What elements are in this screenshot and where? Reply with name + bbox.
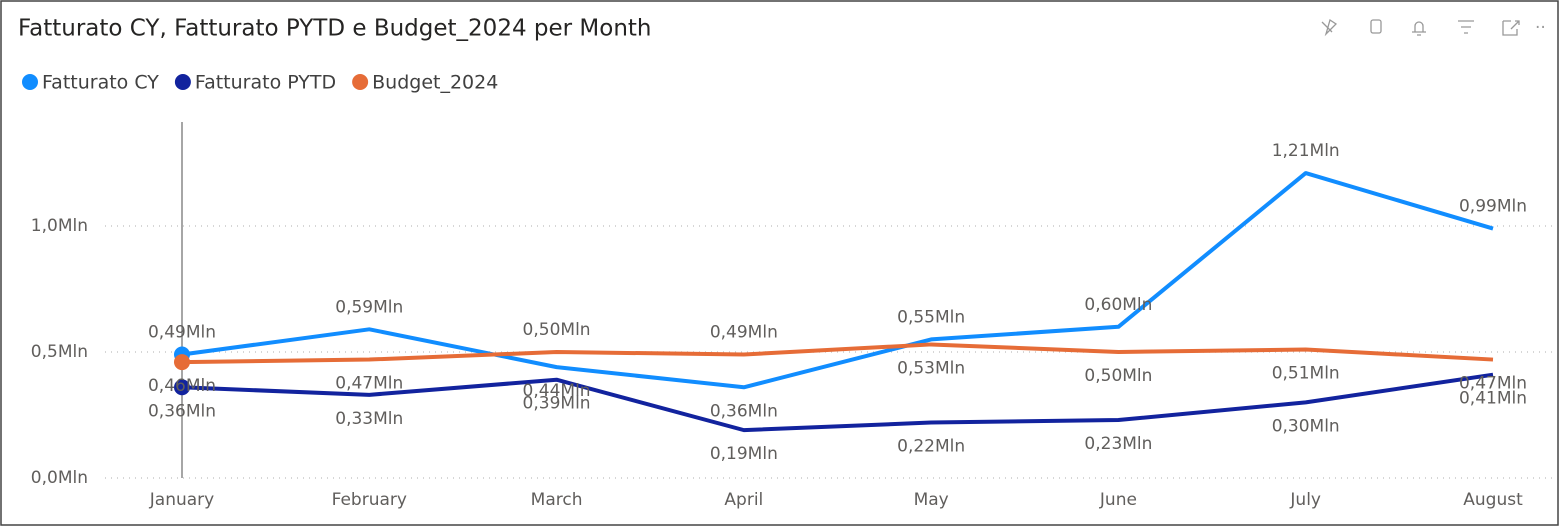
toolbar[interactable] [1321,18,1520,37]
data-label: 0,19Mln [710,444,778,464]
data-label: 0,59Mln [335,297,403,317]
data-label: 0,99Mln [1459,197,1527,217]
data-label: 0,44Mln [523,381,591,401]
x-tick-label: June [1099,490,1137,510]
data-label: 1,21Mln [1272,141,1340,161]
data-label: 0,46Mln [148,376,216,396]
data-label: 0,50Mln [523,320,591,340]
data-label: 0,55Mln [897,307,965,327]
x-tick-label: August [1463,490,1523,510]
data-label: 0,49Mln [710,323,778,343]
data-label: 0,39Mln [523,394,591,414]
x-tick-label: February [332,490,407,510]
data-label: 0,30Mln [1272,416,1340,436]
data-label: 0,41Mln [1459,389,1527,409]
data-label: 0,47Mln [1459,374,1527,394]
data-label: 0,36Mln [710,401,778,421]
legend-label: Fatturato PYTD [195,72,336,94]
line [181,342,1494,365]
line [181,372,1494,433]
data-label: 0,53Mln [897,358,965,378]
legend-marker [22,74,38,90]
data-label: 0,23Mln [1084,434,1152,454]
data-label: 0,60Mln [1084,295,1152,315]
data-label: 0,51Mln [1272,363,1340,383]
data-label: 0,33Mln [335,409,403,429]
data-label: 0,36Mln [148,401,216,421]
x-tick-label: July [1289,490,1321,510]
marker [174,354,190,371]
data-label: 0,22Mln [897,437,965,457]
y-tick-label: 1,0Mln [31,216,88,236]
x-tick-label: January [149,490,214,510]
x-tick-label: April [724,490,763,510]
y-tick-label: 0,5Mln [31,342,88,362]
data-label: 0,50Mln [1084,366,1152,386]
marker [174,379,190,396]
more-icon[interactable]: ·· [1535,18,1546,38]
chart-title: Fatturato CY, Fatturato PYTD e Budget_20… [18,16,652,42]
y-tick-label: 0,0Mln [31,468,88,488]
legend-marker [352,74,369,90]
x-tick-label: May [914,490,949,510]
x-tick-label: March [531,490,583,510]
data-label: 0,49Mln [148,323,216,343]
line [181,171,1494,390]
data-label: 0,47Mln [335,374,403,394]
legend-marker [174,74,191,90]
legend-label: Budget_2024 [372,72,498,94]
legend-label: Fatturato CY [42,72,159,94]
